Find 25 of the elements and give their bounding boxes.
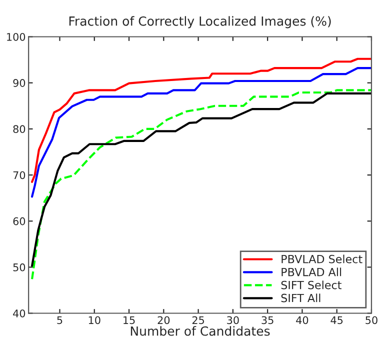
y-tick-label: 40	[13, 309, 26, 318]
y-tick-label: 100	[7, 32, 26, 41]
legend-label: SIFT All	[281, 294, 320, 302]
x-tick-label: 5	[57, 316, 62, 324]
chart-title: Fraction of Correctly Localized Images (%)	[69, 16, 331, 28]
x-tick-label: 25	[192, 316, 204, 324]
x-tick-label: 50	[366, 316, 378, 324]
x-tick-label: 40	[296, 316, 308, 324]
x-tick-label: 15	[124, 316, 135, 324]
x-tick-label: 20	[158, 316, 170, 324]
x-axis-title: Number of Candidates	[130, 326, 270, 336]
x-tick-label: 35	[262, 316, 274, 324]
x-tick-label: 45	[330, 316, 343, 324]
y-tick-label: 50	[13, 263, 26, 272]
legend-label: SIFT Select	[281, 280, 342, 290]
y-tick-label: 70	[13, 171, 26, 180]
y-tick-label: 80	[13, 125, 26, 134]
line-series	[30, 58, 372, 183]
x-tick-label: 10	[88, 316, 100, 324]
legend-label: PBVLAD Select	[282, 254, 362, 264]
y-tick-label: 60	[13, 217, 26, 226]
y-tick-label: 90	[13, 79, 26, 87]
line-series	[30, 67, 372, 198]
x-tick-label: 30	[227, 316, 239, 324]
legend-label: PBVLAD All	[282, 268, 342, 276]
